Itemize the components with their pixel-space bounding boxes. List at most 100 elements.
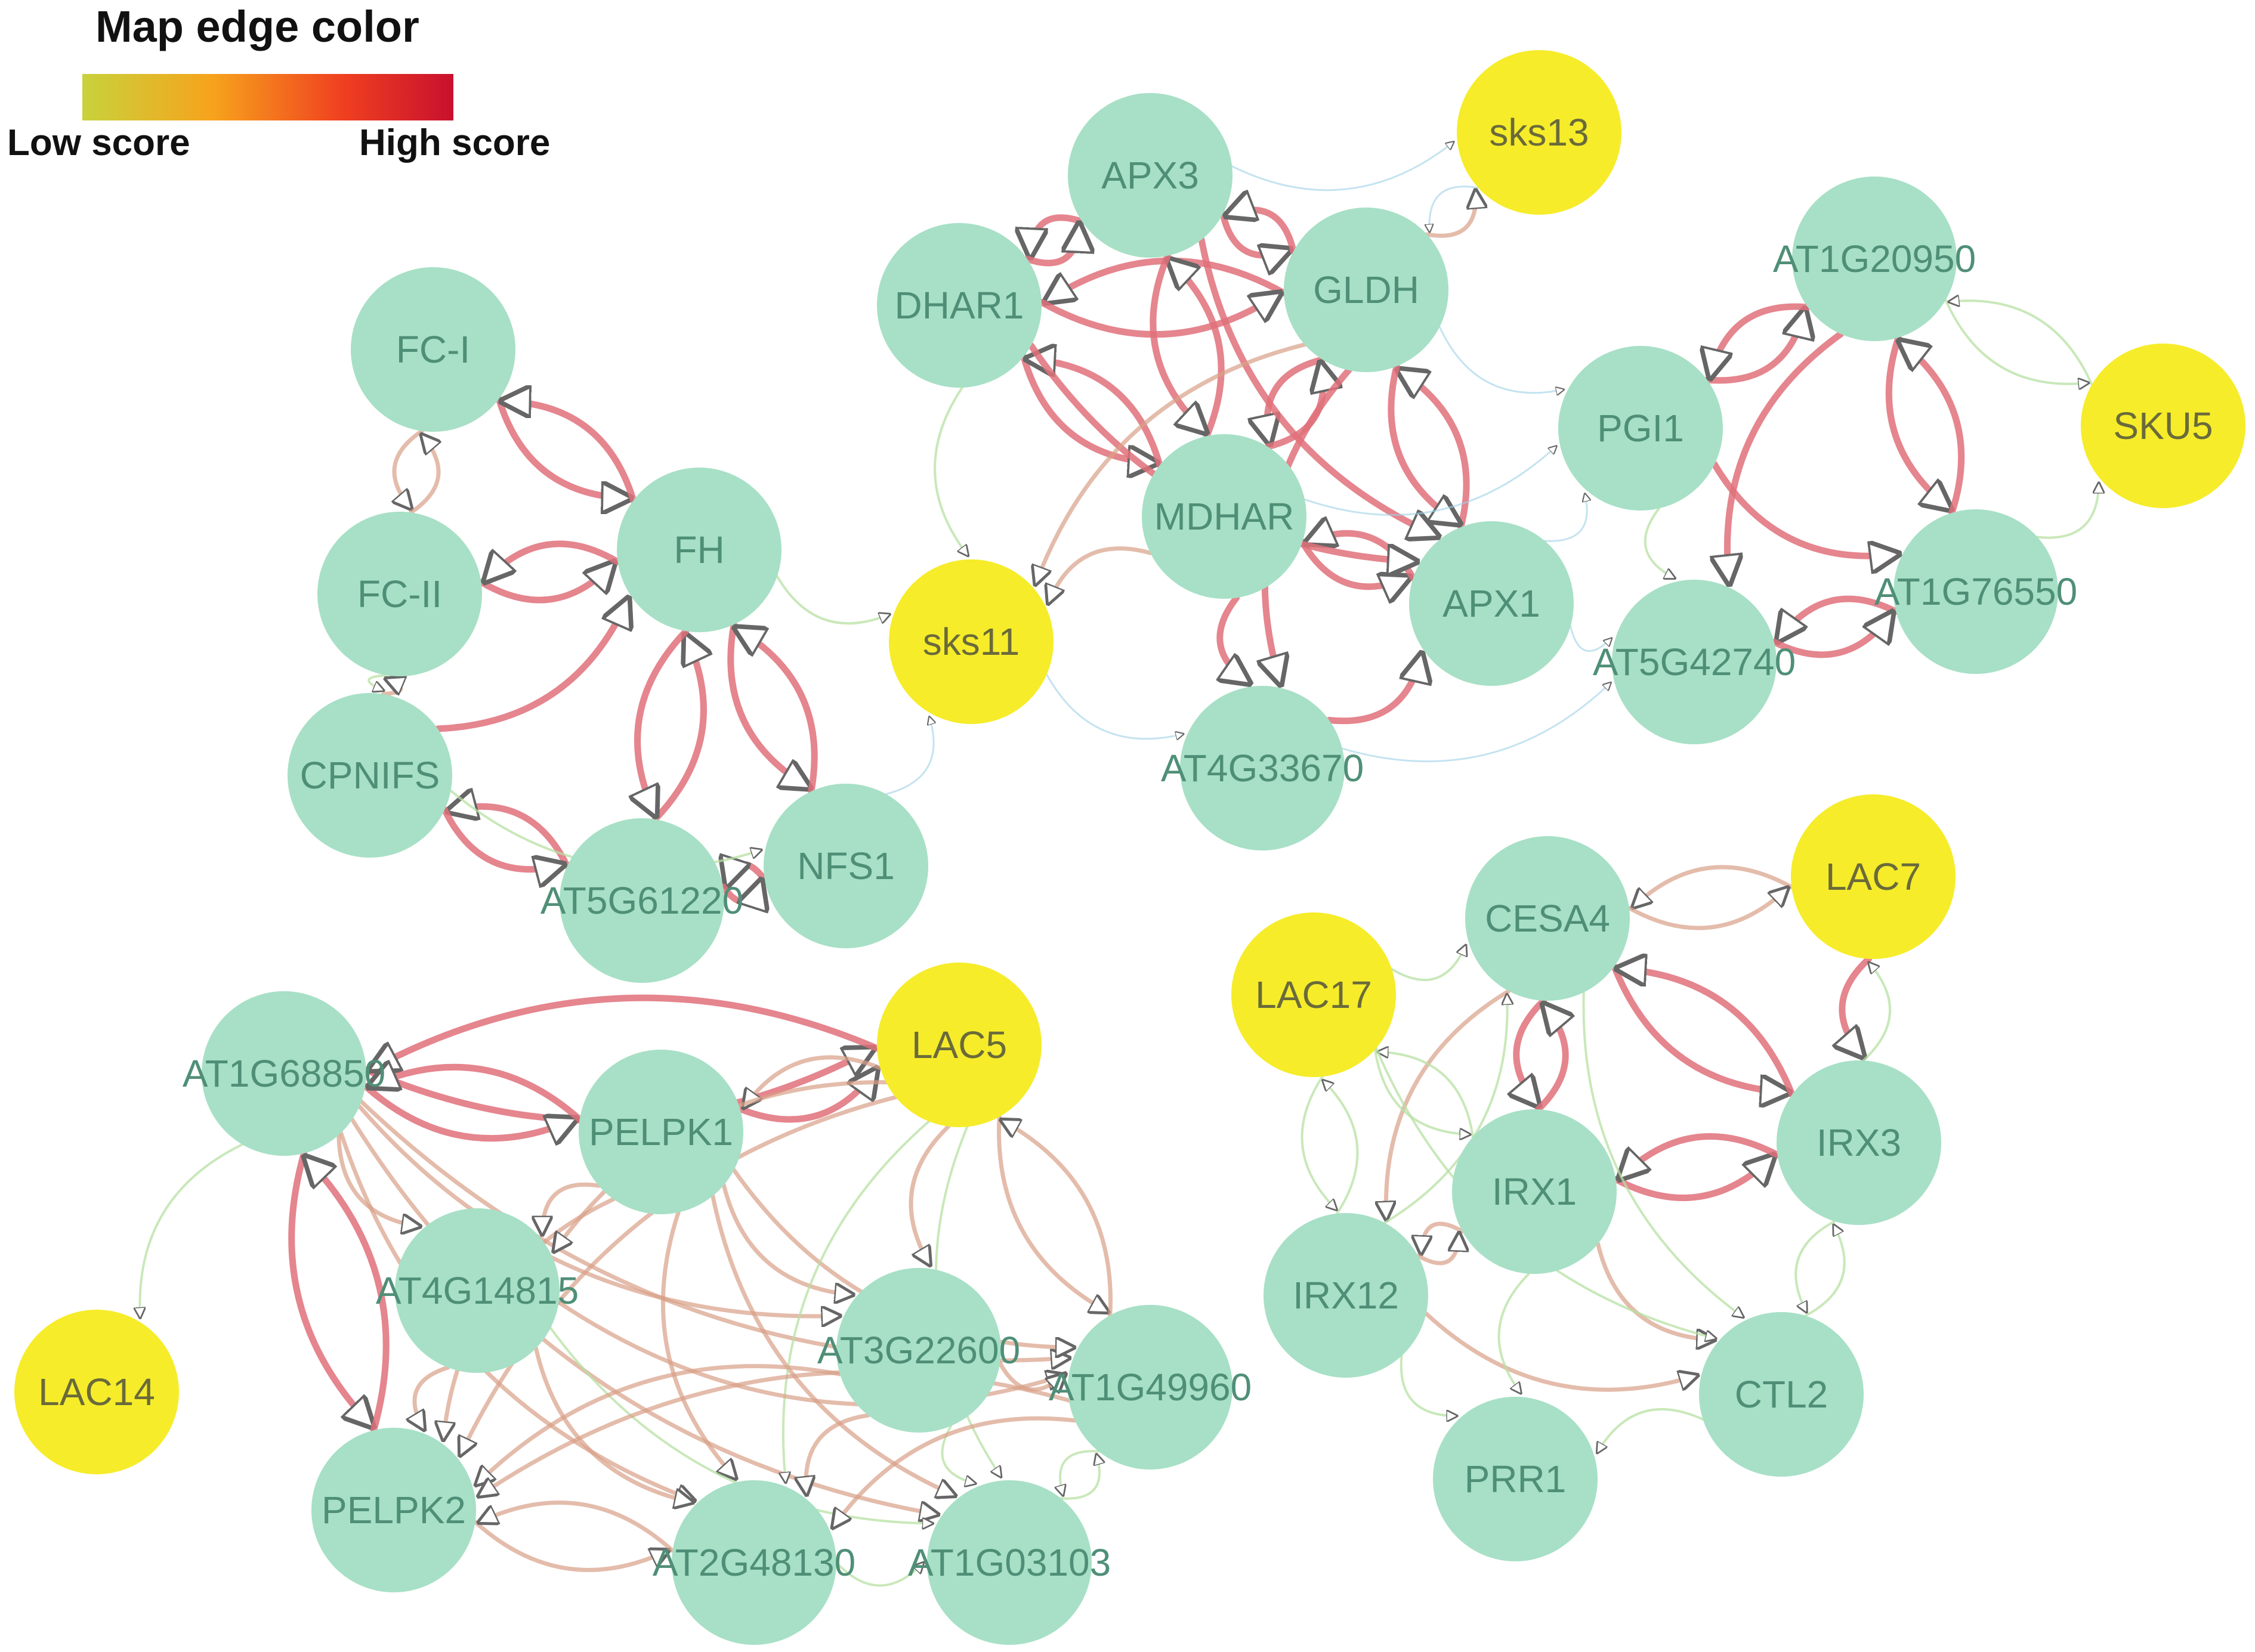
edge-cesa4-to-ctl2 (1582, 991, 1743, 1317)
node-circle[interactable] (579, 1050, 743, 1214)
edge-gldh-to-sks13 (1425, 190, 1476, 238)
node-cesa4[interactable]: CESA4 (1465, 836, 1630, 1001)
edge-pelpk1-to-at1g68850 (369, 1067, 583, 1123)
edge-at1g76550-to-at1g20950 (1899, 341, 1965, 516)
node-lac5[interactable]: LAC5 (877, 963, 1042, 1127)
node-lac7[interactable]: LAC7 (1791, 794, 1956, 959)
node-circle[interactable] (1068, 93, 1232, 258)
edge-at3g22600-to-at2g48130 (806, 1413, 870, 1495)
edge-mdhar-to-pgi1 (1303, 446, 1556, 516)
node-at1g20950[interactable]: AT1G20950 (1773, 177, 1976, 341)
node-circle[interactable] (1699, 1312, 1864, 1477)
node-label: AT1G20950 (1773, 237, 1976, 280)
node-mdhar[interactable]: MDHAR (1142, 434, 1306, 599)
node-sku5[interactable]: SKU5 (2081, 344, 2245, 508)
node-at1g49960[interactable]: AT1G49960 (1049, 1305, 1252, 1470)
node-circle[interactable] (889, 559, 1054, 724)
edge-pelpk1-to-lac5 (737, 1069, 877, 1123)
node-fh[interactable]: FH (617, 468, 781, 632)
edge-lac17-to-irx1 (1374, 1048, 1471, 1134)
node-gldh[interactable]: GLDH (1284, 208, 1448, 372)
node-label: AT2G48130 (653, 1541, 855, 1584)
node-circle[interactable] (1231, 912, 1396, 1077)
node-circle[interactable] (877, 223, 1042, 388)
node-circle[interactable] (1558, 346, 1723, 511)
node-circle[interactable] (311, 1428, 476, 1592)
node-at1g68850[interactable]: AT1G68850 (183, 991, 385, 1156)
edge-mdhar-to-at4g33670 (1220, 594, 1250, 683)
node-circle[interactable] (1612, 580, 1777, 744)
node-label: AT5G61220 (540, 879, 743, 922)
node-cpnifs[interactable]: CPNIFS (288, 693, 452, 858)
node-at1g76550[interactable]: AT1G76550 (1874, 509, 2077, 674)
node-irx3[interactable]: IRX3 (1777, 1060, 1941, 1225)
edge-mdhar-to-apx1 (1299, 539, 1410, 587)
node-circle[interactable] (1457, 50, 1621, 215)
node-circle[interactable] (1142, 434, 1306, 599)
node-at5g42740[interactable]: AT5G42740 (1593, 580, 1796, 744)
node-circle[interactable] (560, 818, 724, 983)
node-circle[interactable] (1452, 1109, 1617, 1274)
node-circle[interactable] (1893, 509, 2058, 674)
edge-irx1-to-irx3 (1613, 1156, 1774, 1201)
node-lac17[interactable]: LAC17 (1231, 912, 1396, 1077)
node-lac14[interactable]: LAC14 (14, 1310, 179, 1474)
node-circle[interactable] (288, 693, 452, 858)
edge-mdhar-to-sks11 (1048, 546, 1153, 604)
node-sks13[interactable]: sks13 (1457, 50, 1621, 215)
node-pelpk2[interactable]: PELPK2 (311, 1428, 476, 1592)
node-circle[interactable] (1180, 686, 1345, 850)
node-circle[interactable] (1465, 836, 1630, 1001)
node-irx1[interactable]: IRX1 (1452, 1109, 1617, 1274)
node-label: AT4G14815 (376, 1269, 579, 1312)
node-pgi1[interactable]: PGI1 (1558, 346, 1723, 511)
node-circle[interactable] (1433, 1397, 1598, 1561)
node-circle[interactable] (317, 512, 482, 676)
node-at4g33670[interactable]: AT4G33670 (1161, 686, 1364, 850)
node-circle[interactable] (1777, 1060, 1941, 1225)
node-at4g14815[interactable]: AT4G14815 (376, 1208, 579, 1373)
node-apx3[interactable]: APX3 (1068, 93, 1232, 258)
node-circle[interactable] (14, 1310, 179, 1474)
node-circle[interactable] (1409, 521, 1574, 686)
node-dhar1[interactable]: DHAR1 (877, 223, 1042, 388)
node-nfs1[interactable]: NFS1 (764, 784, 928, 948)
node-circle[interactable] (877, 963, 1042, 1127)
edge-at1g68850-to-at3g22600 (357, 1104, 841, 1316)
node-circle[interactable] (1068, 1305, 1232, 1470)
node-circle[interactable] (1791, 794, 1956, 959)
node-pelpk1[interactable]: PELPK1 (579, 1050, 743, 1214)
node-circle[interactable] (1284, 208, 1448, 372)
node-circle[interactable] (927, 1480, 1092, 1645)
node-label: IRX3 (1817, 1121, 1901, 1164)
node-prr1[interactable]: PRR1 (1433, 1397, 1598, 1561)
node-apx1[interactable]: APX1 (1409, 521, 1574, 686)
node-fc-ii[interactable]: FC-II (317, 512, 482, 676)
node-circle[interactable] (2081, 344, 2245, 508)
node-circle[interactable] (351, 267, 515, 432)
edge-lac17-to-cesa4 (1391, 945, 1466, 982)
node-circle[interactable] (395, 1208, 560, 1373)
node-at1g03103[interactable]: AT1G03103 (908, 1480, 1111, 1645)
node-ctl2[interactable]: CTL2 (1699, 1312, 1864, 1477)
node-label: CPNIFS (300, 754, 440, 797)
node-circle[interactable] (764, 784, 928, 948)
node-label: AT3G22600 (817, 1329, 1020, 1372)
node-circle[interactable] (1792, 177, 1957, 341)
node-circle[interactable] (202, 991, 366, 1156)
node-sks11[interactable]: sks11 (889, 559, 1054, 724)
node-circle[interactable] (617, 468, 781, 632)
node-circle[interactable] (1264, 1213, 1428, 1378)
node-label: DHAR1 (895, 284, 1024, 327)
node-irx12[interactable]: IRX12 (1264, 1213, 1428, 1378)
legend-low-label: Low score (7, 122, 190, 163)
node-circle[interactable] (836, 1268, 1001, 1433)
node-fc-i[interactable]: FC-I (351, 267, 515, 432)
node-at5g61220[interactable]: AT5G61220 (540, 818, 743, 983)
edge-apx3-to-gldh (1219, 211, 1290, 255)
edge-at5g42740-to-at1g76550 (1771, 612, 1892, 658)
node-label: sks11 (923, 620, 1020, 663)
node-circle[interactable] (672, 1480, 836, 1645)
node-at2g48130[interactable]: AT2G48130 (653, 1480, 855, 1645)
node-at3g22600[interactable]: AT3G22600 (817, 1268, 1020, 1433)
